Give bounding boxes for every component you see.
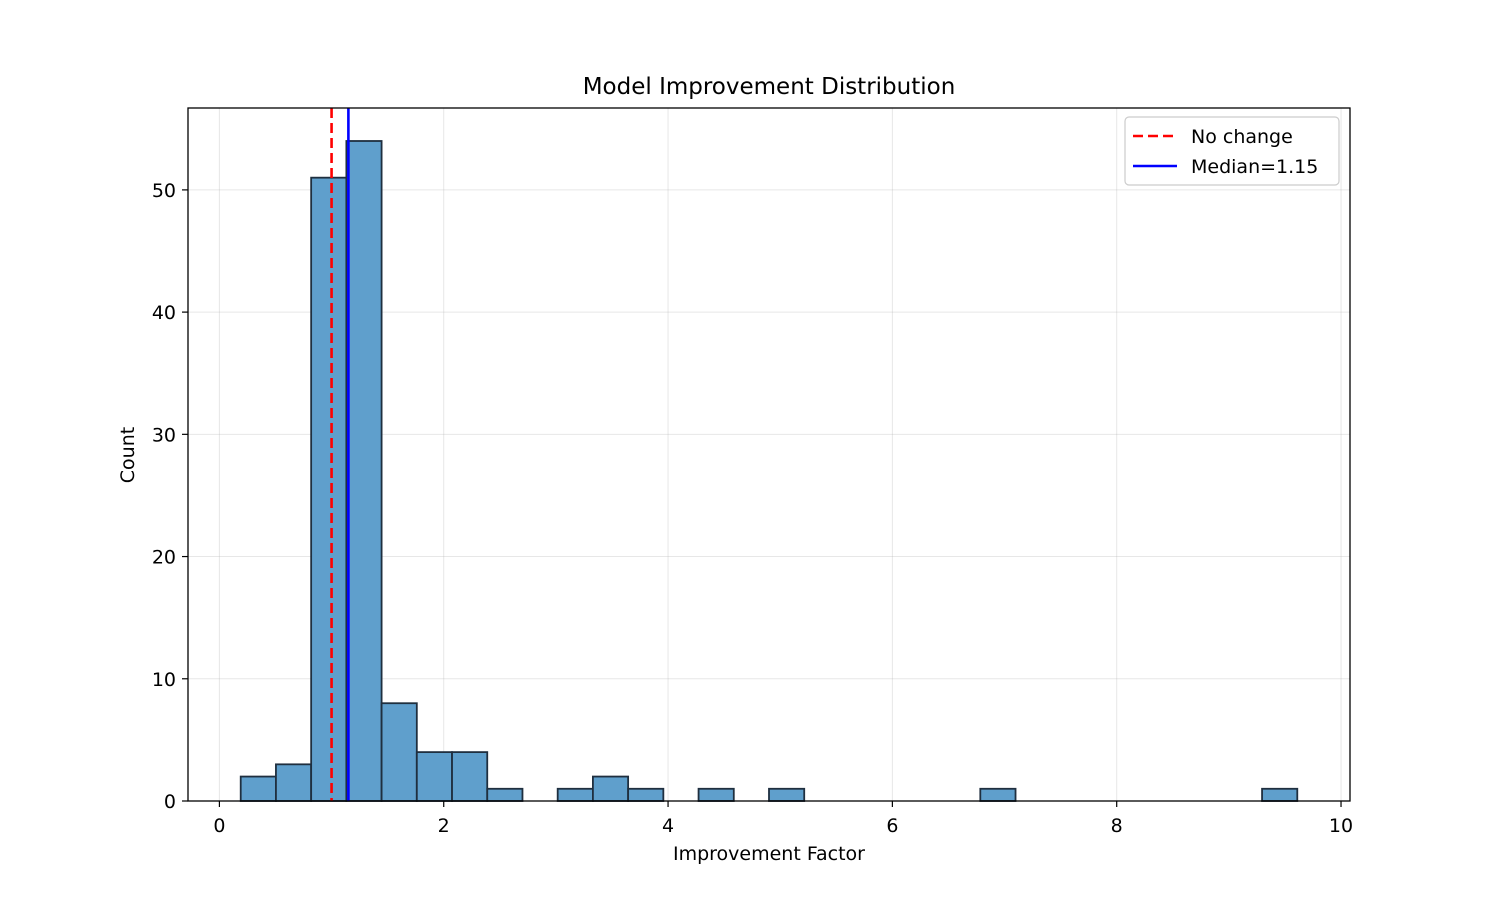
x-tick-label: 2	[438, 815, 450, 837]
histogram-bar	[451, 751, 489, 802]
histogram-bar	[627, 787, 665, 802]
y-tick-label: 30	[152, 424, 176, 446]
x-tick-label: 4	[662, 815, 674, 837]
legend: No change Median=1.15	[1124, 116, 1340, 186]
histogram-bar	[415, 751, 453, 802]
y-tick-label: 0	[164, 791, 176, 813]
plot-frame	[187, 107, 1351, 802]
histogram-bar	[768, 787, 806, 802]
legend-label-no-change: No change	[1191, 126, 1293, 148]
histogram-bar	[592, 775, 630, 802]
y-axis-label: Count	[117, 427, 139, 483]
legend-box	[1124, 116, 1340, 186]
y-tick-label: 50	[152, 180, 176, 202]
x-tick-label: 8	[1111, 815, 1123, 837]
chart-title: Model Improvement Distribution	[583, 74, 956, 100]
histogram-bar	[979, 787, 1017, 802]
histogram-bar	[556, 787, 594, 802]
histogram-bar	[1261, 787, 1299, 802]
y-tick-label: 40	[152, 302, 176, 324]
histogram-bar	[486, 787, 524, 802]
histogram-bar	[275, 763, 313, 802]
legend-label-median: Median=1.15	[1191, 156, 1318, 178]
x-tick-label: 10	[1329, 815, 1353, 837]
x-tick-label: 6	[886, 815, 898, 837]
y-axis-ticks: 0 10 20 30 40 50	[152, 180, 188, 813]
histogram-bar	[345, 140, 383, 802]
histogram-bar	[239, 775, 277, 802]
histogram-bar	[697, 787, 735, 802]
histogram-bar	[380, 702, 418, 802]
x-axis-label: Improvement Factor	[673, 843, 865, 865]
y-tick-label: 10	[152, 669, 176, 691]
histogram-bars	[239, 140, 1299, 802]
histogram-bar	[310, 176, 348, 802]
reference-lines	[330, 108, 350, 801]
x-tick-label: 0	[213, 815, 225, 837]
x-axis-ticks: 0 2 4 6 8 10	[213, 801, 1353, 837]
y-tick-label: 20	[152, 547, 176, 569]
